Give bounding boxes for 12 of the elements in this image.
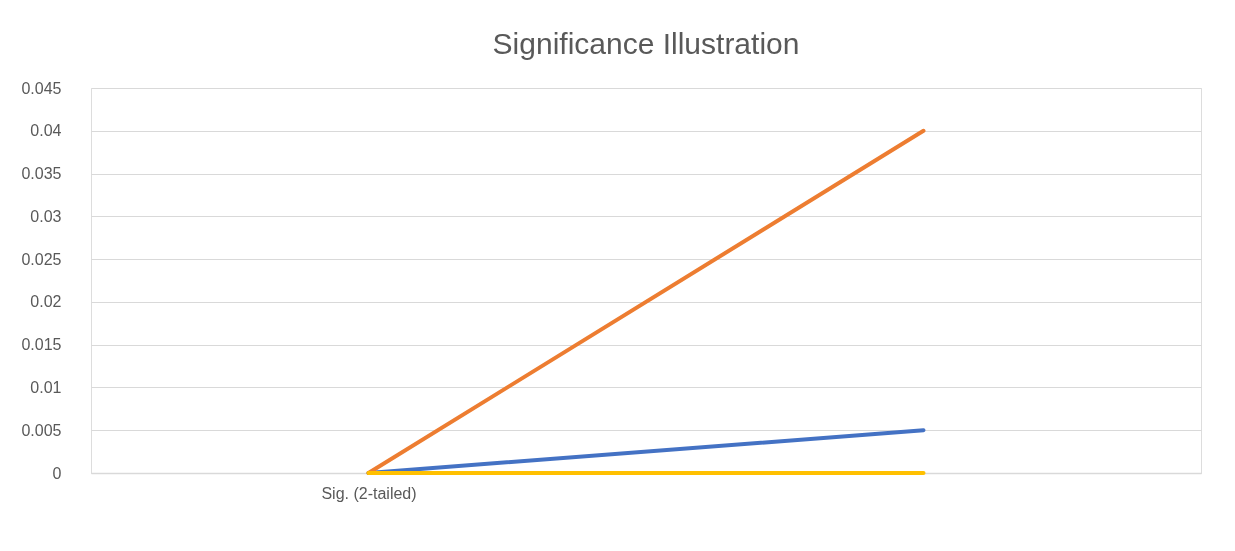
y-tick-label: 0.025	[21, 250, 62, 268]
chart-title: Significance Illustration	[492, 27, 800, 60]
y-tick-label: 0.03	[30, 207, 62, 225]
y-tick-label: 0.045	[21, 79, 62, 97]
y-tick-label: 0.02	[30, 293, 62, 311]
y-tick-label: 0.04	[30, 122, 62, 140]
y-tick-label: 0	[52, 464, 62, 482]
y-tick-label: 0.005	[21, 421, 62, 439]
y-tick-label: 0.035	[21, 165, 62, 183]
y-tick-label: 0.01	[30, 378, 62, 396]
y-tick-label: 0.015	[21, 336, 62, 354]
x-tick-label: Sig. (2-tailed)	[321, 484, 417, 502]
